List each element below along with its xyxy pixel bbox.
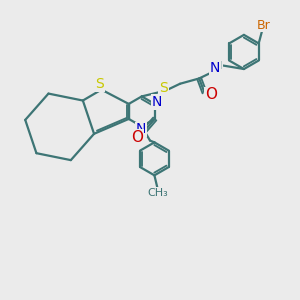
Text: N: N xyxy=(210,61,220,75)
Text: CH₃: CH₃ xyxy=(148,188,168,198)
Text: O: O xyxy=(131,130,143,145)
Text: N: N xyxy=(136,122,146,136)
Text: S: S xyxy=(159,82,168,95)
Text: O: O xyxy=(205,87,217,102)
Text: S: S xyxy=(96,77,104,91)
Text: H: H xyxy=(214,61,222,71)
Text: Br: Br xyxy=(256,19,270,32)
Text: N: N xyxy=(152,95,162,109)
